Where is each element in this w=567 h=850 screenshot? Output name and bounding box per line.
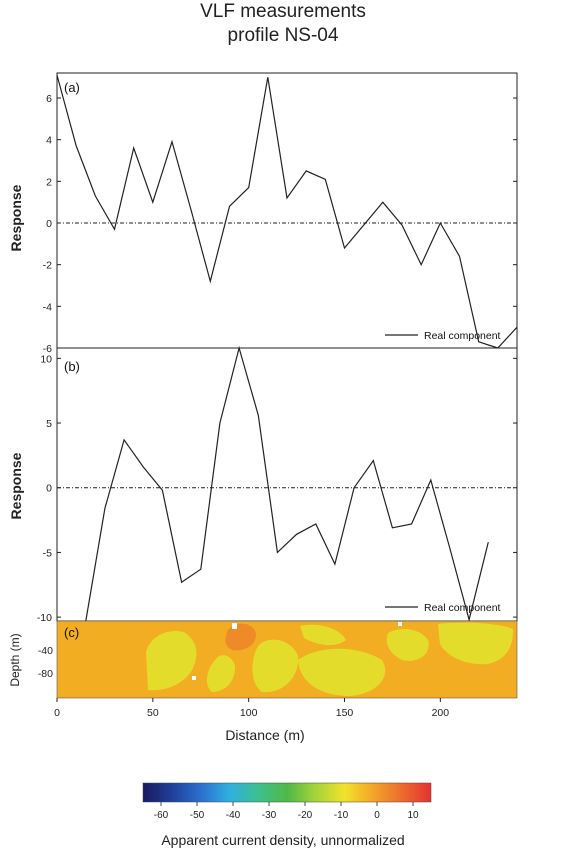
colorbar-tick-label: -60 — [154, 810, 169, 821]
heatmap-yellow-zone — [146, 630, 197, 691]
panel-a-label: (a) — [64, 80, 80, 95]
panel-a-real-component-line — [56, 74, 518, 349]
colorbar-tick-label: -40 — [226, 810, 241, 821]
panel-b-ytick-label: -5 — [43, 547, 52, 559]
panel-a-ytick-label: -2 — [43, 260, 52, 272]
panel-b: (b) Response 10 5 0 -5 -10 Real component — [8, 345, 518, 624]
panel-c: (c) Depth (m) -40 -80 0 50 100 150 200 Distan… — [8, 620, 518, 743]
heatmap-yellow-zone — [386, 628, 429, 661]
panel-b-label: (b) — [64, 359, 80, 374]
heatmap-yellow-zone — [438, 622, 514, 665]
panel-c-ytick-label: -80 — [38, 668, 53, 680]
panel-b-real-component-line — [85, 345, 489, 623]
colorbar-gradient — [142, 782, 432, 803]
panel-b-frame — [56, 347, 518, 622]
colorbar-tick-label: 0 — [374, 810, 380, 821]
panel-c-heatmap-zones — [146, 622, 514, 696]
colorbar: -60 -50 -40 -30 -20 -10 0 10 Apparent current d… — [142, 782, 432, 848]
colorbar-tick-label: -50 — [190, 810, 205, 821]
panel-a: (a) Response 6 4 2 0 -2 -4 -6 Real component — [8, 72, 518, 355]
colorbar-tick-label: -10 — [334, 810, 349, 821]
panel-a-frame — [56, 72, 518, 349]
panel-a-ytick-label: 4 — [46, 135, 52, 147]
panel-a-ytick-label: 2 — [46, 176, 52, 188]
heatmap-blank-cell — [398, 622, 402, 626]
colorbar-tick-label: -20 — [298, 810, 313, 821]
colorbar-tick-label: -30 — [262, 810, 277, 821]
x-tick-label: 150 — [336, 707, 354, 719]
heatmap-yellow-zone — [252, 639, 299, 693]
panel-b-ylabel: Response — [8, 452, 24, 519]
heatmap-blank-cell — [192, 676, 196, 680]
colorbar-label: Apparent current density, unnormalized — [161, 832, 404, 848]
heatmap-yellow-zone — [206, 655, 236, 692]
panel-a-ytick-label: -4 — [43, 301, 52, 313]
colorbar-tick-label: 10 — [407, 810, 419, 821]
panel-b-ytick-label: -10 — [37, 612, 52, 624]
panel-a-ytick-label: 6 — [46, 93, 52, 105]
x-tick-label: 0 — [54, 707, 60, 719]
figure-title-line1: VLF measurements — [200, 1, 366, 22]
panel-b-legend-label: Real component — [424, 602, 501, 614]
panel-b-ytick-label: 5 — [46, 418, 52, 430]
panel-c-label: (c) — [64, 625, 79, 640]
heatmap-blank-cell — [232, 623, 237, 629]
x-tick-label: 200 — [432, 707, 450, 719]
heatmap-orange-zone — [225, 623, 256, 651]
panel-c-frame — [56, 620, 518, 699]
heatmap-yellow-zone — [298, 648, 386, 696]
x-tick-label: 100 — [240, 707, 258, 719]
panel-a-ytick-label: 0 — [46, 218, 52, 230]
panel-c-ylabel: Depth (m) — [8, 633, 22, 686]
panel-a-ytick-label: -6 — [43, 343, 52, 355]
panel-b-ytick-label: 0 — [46, 483, 52, 495]
panel-a-legend-label: Real component — [424, 330, 501, 342]
panel-a-ylabel: Response — [8, 184, 24, 251]
x-axis-label: Distance (m) — [225, 727, 304, 743]
heatmap-yellow-zone — [300, 624, 346, 646]
figure-title-line2: profile NS-04 — [228, 25, 339, 46]
panel-b-ytick-label: 10 — [40, 353, 52, 365]
panel-c-ytick-label: -40 — [38, 645, 53, 657]
x-tick-label: 50 — [147, 707, 159, 719]
